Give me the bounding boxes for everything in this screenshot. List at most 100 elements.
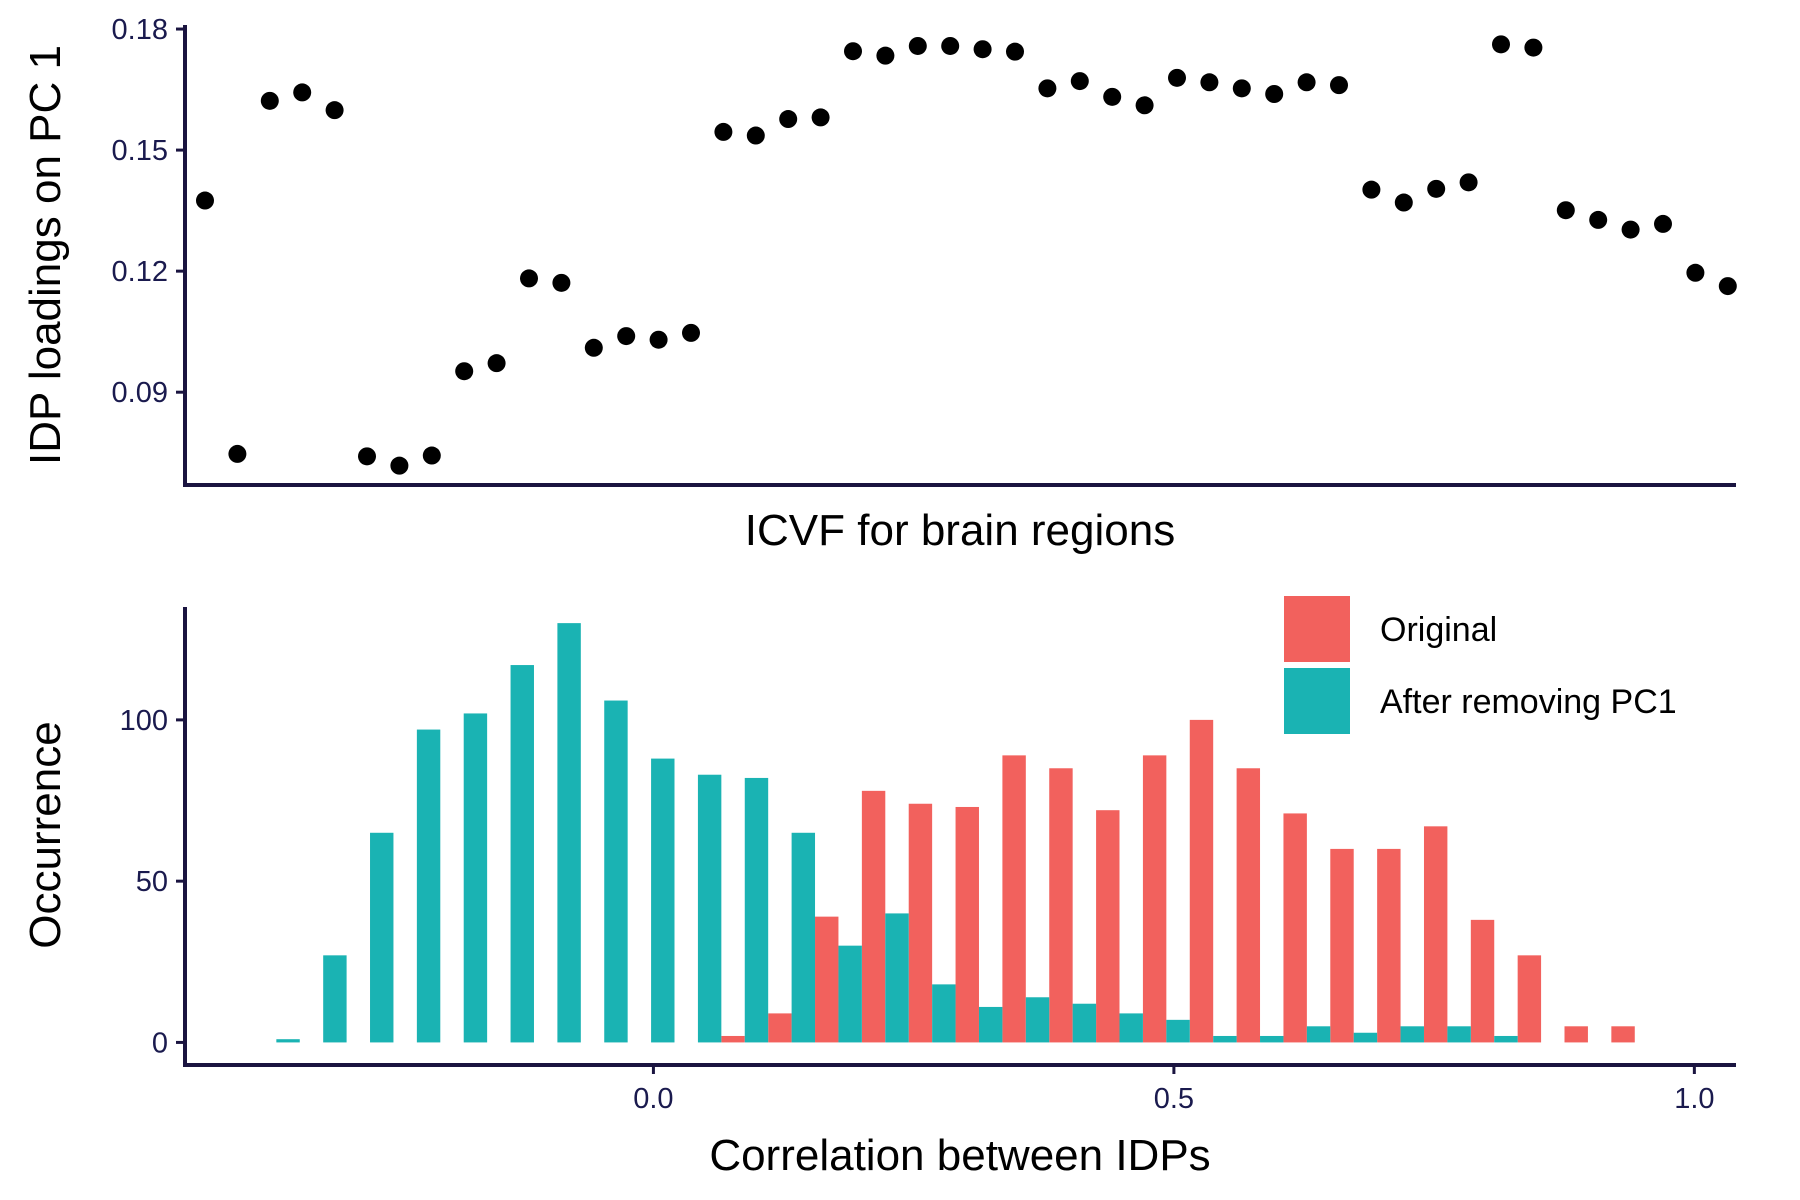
bar-after-removing-pc1 xyxy=(1025,997,1050,1043)
scatter-point xyxy=(487,354,506,373)
scatter-y-label: IDP loadings on PC 1 xyxy=(21,45,70,465)
scatter-point xyxy=(1524,38,1543,57)
bar-original xyxy=(1096,810,1120,1043)
scatter-point xyxy=(844,42,862,61)
bar-original xyxy=(908,803,933,1043)
scatter-point xyxy=(1232,79,1251,98)
bar-after-removing-pc1 xyxy=(1400,1026,1424,1043)
scatter-point xyxy=(1330,76,1348,95)
legend-swatch-after-removing-pc1 xyxy=(1284,668,1350,734)
bar-original xyxy=(955,806,979,1043)
bar-after-removing-pc1 xyxy=(604,700,628,1043)
scatter-point xyxy=(1006,42,1024,61)
bar-original xyxy=(1423,826,1448,1043)
bar-original xyxy=(1330,848,1354,1043)
scatter-point xyxy=(1654,214,1672,233)
scatter-point xyxy=(1459,173,1478,192)
bar-after-removing-pc1 xyxy=(651,758,675,1043)
bar-after-removing-pc1 xyxy=(697,774,722,1043)
bar-after-removing-pc1 xyxy=(463,713,488,1043)
scatter-point xyxy=(617,327,636,346)
scatter-x-label: ICVF for brain regions xyxy=(745,506,1175,555)
scatter-point xyxy=(941,36,960,55)
bar-after-removing-pc1 xyxy=(978,1006,1003,1043)
histogram-x-ticks: 0.0 0.5 1.0 xyxy=(633,1065,1715,1115)
scatter-y-ticks: 0.09 0.12 0.15 0.18 xyxy=(112,14,185,409)
legend: Original After removing PC1 xyxy=(1284,596,1677,734)
scatter-point xyxy=(422,446,441,465)
histogram-y-tick-label: 100 xyxy=(120,705,168,737)
histogram-x-label: Correlation between IDPs xyxy=(709,1131,1210,1180)
bar-after-removing-pc1 xyxy=(323,955,347,1043)
bar-original xyxy=(1142,755,1167,1043)
bar-after-removing-pc1 xyxy=(1306,1026,1331,1043)
bar-after-removing-pc1 xyxy=(791,832,816,1043)
scatter-point xyxy=(552,273,571,292)
scatter-y-tick-label: 0.12 xyxy=(112,256,168,288)
histogram-x-tick-label: 1.0 xyxy=(1674,1083,1714,1115)
legend-label-after-removing-pc1: After removing PC1 xyxy=(1380,683,1677,721)
legend-swatch-original xyxy=(1284,596,1350,662)
scatter-point xyxy=(520,269,538,288)
bar-after-removing-pc1 xyxy=(370,832,394,1043)
bar-original xyxy=(1189,719,1214,1043)
scatter-point xyxy=(358,447,376,466)
histogram-x-tick-label: 0.0 xyxy=(633,1083,673,1115)
bar-after-removing-pc1 xyxy=(1072,1003,1097,1043)
bar-original xyxy=(1611,1026,1635,1043)
bar-after-removing-pc1 xyxy=(1119,1013,1143,1043)
scatter-point xyxy=(1492,35,1510,54)
bar-after-removing-pc1 xyxy=(1260,1035,1284,1043)
scatter-point xyxy=(325,101,344,120)
scatter-point xyxy=(1427,179,1446,198)
scatter-point xyxy=(228,444,247,463)
scatter-point xyxy=(1718,277,1737,296)
bar-after-removing-pc1 xyxy=(1213,1035,1237,1043)
bar-original xyxy=(768,1013,792,1043)
scatter-point xyxy=(390,456,409,475)
histogram-bars xyxy=(276,623,1635,1043)
scatter-point xyxy=(196,191,214,210)
bar-after-removing-pc1 xyxy=(276,1039,300,1043)
scatter-point xyxy=(908,36,927,55)
bar-original xyxy=(1377,848,1401,1043)
scatter-point xyxy=(1168,68,1186,87)
scatter-y-tick-label: 0.15 xyxy=(112,135,168,167)
scatter-point xyxy=(649,330,668,349)
scatter-point xyxy=(746,126,765,145)
bar-after-removing-pc1 xyxy=(744,777,769,1043)
scatter-point xyxy=(779,110,798,129)
scatter-point xyxy=(260,91,279,110)
scatter-point xyxy=(714,122,733,141)
bar-original xyxy=(861,790,886,1043)
scatter-point xyxy=(584,338,603,357)
scatter-point xyxy=(1200,73,1219,92)
scatter-point xyxy=(1103,87,1122,106)
scatter-point xyxy=(1038,79,1057,98)
bar-original xyxy=(1002,755,1026,1043)
bar-after-removing-pc1 xyxy=(1166,1019,1190,1043)
bar-after-removing-pc1 xyxy=(1353,1032,1378,1043)
scatter-point xyxy=(1265,85,1284,103)
bar-original xyxy=(1470,919,1495,1043)
scatter-point xyxy=(1297,73,1316,92)
bar-after-removing-pc1 xyxy=(1447,1026,1471,1043)
bar-original xyxy=(1049,768,1073,1043)
bar-original xyxy=(815,916,839,1043)
legend-label-original: Original xyxy=(1380,611,1497,649)
scatter-point xyxy=(455,362,474,381)
bar-after-removing-pc1 xyxy=(838,945,862,1043)
scatter-point xyxy=(1362,180,1381,199)
histogram-y-tick-label: 0 xyxy=(152,1027,168,1059)
bar-original xyxy=(1517,955,1542,1043)
bar-after-removing-pc1 xyxy=(885,913,909,1043)
bar-original xyxy=(1283,813,1307,1043)
histogram-y-ticks: 0 50 100 xyxy=(120,705,185,1059)
histogram-y-tick-label: 50 xyxy=(136,866,168,898)
bar-after-removing-pc1 xyxy=(416,729,441,1043)
scatter-point xyxy=(682,323,700,342)
scatter-point xyxy=(1070,72,1089,91)
bar-after-removing-pc1 xyxy=(510,665,534,1043)
scatter-point xyxy=(811,108,830,127)
histogram-panel: 0 50 100 0.0 0.5 1.0 Correlation between IDP… xyxy=(21,596,1736,1180)
